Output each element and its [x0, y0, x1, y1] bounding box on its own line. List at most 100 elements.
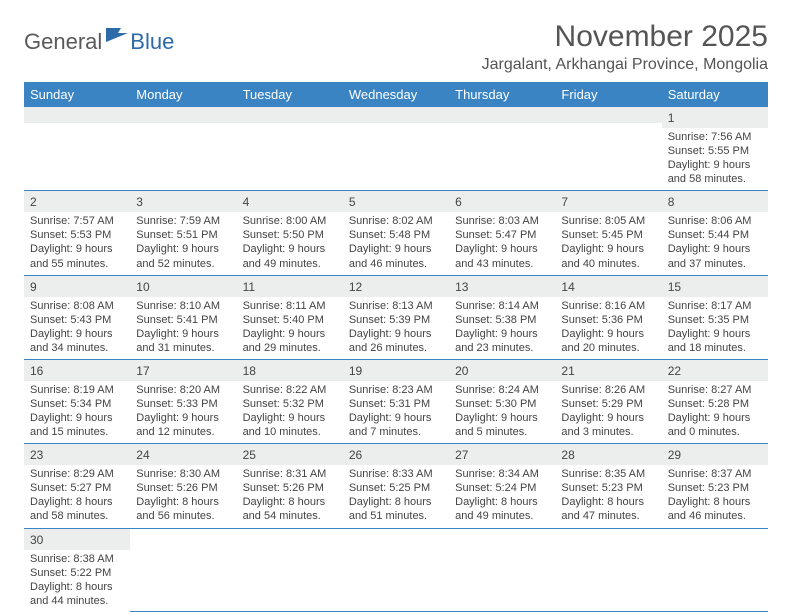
weekday-header: Thursday — [449, 82, 555, 107]
day-details: Sunrise: 8:38 AMSunset: 5:22 PMDaylight:… — [24, 550, 130, 612]
day-number: 21 — [561, 364, 574, 378]
sunrise-text: Sunrise: 8:14 AM — [455, 299, 549, 313]
sunset-text: Sunset: 5:38 PM — [455, 313, 549, 327]
daylight-line2: and 43 minutes. — [455, 257, 549, 271]
daylight-line1: Daylight: 8 hours — [561, 495, 655, 509]
day-details: Sunrise: 8:33 AMSunset: 5:25 PMDaylight:… — [343, 465, 449, 527]
day-number-bar: 14 — [555, 276, 661, 297]
sunset-text: Sunset: 5:36 PM — [561, 313, 655, 327]
day-number: 2 — [30, 195, 37, 209]
daylight-line1: Daylight: 9 hours — [136, 327, 230, 341]
sunrise-text: Sunrise: 8:08 AM — [30, 299, 124, 313]
calendar-day-cell: 29Sunrise: 8:37 AMSunset: 5:23 PMDayligh… — [662, 444, 768, 528]
day-number-bar-empty — [555, 529, 661, 545]
calendar-day-cell: 19 Sunrise: 8:23 AMSunset: 5:31 PMDayligh… — [343, 359, 449, 443]
day-number: 12 — [349, 280, 362, 294]
daylight-line1: Daylight: 8 hours — [455, 495, 549, 509]
daylight-line2: and 51 minutes. — [349, 509, 443, 523]
day-number: 3 — [136, 195, 143, 209]
daylight-line2: and 26 minutes. — [349, 341, 443, 355]
sunrise-text: Sunrise: 8:00 AM — [243, 214, 337, 228]
daylight-line1: Daylight: 9 hours — [455, 327, 549, 341]
day-number: 16 — [30, 364, 43, 378]
day-number: 19 — [349, 364, 362, 378]
sunset-text: Sunset: 5:23 PM — [561, 481, 655, 495]
weekday-header: Monday — [130, 82, 236, 107]
daylight-line2: and 55 minutes. — [30, 257, 124, 271]
logo-text-general: General — [24, 29, 102, 55]
day-number: 22 — [668, 364, 681, 378]
day-details: Sunrise: 8:29 AMSunset: 5:27 PMDaylight:… — [24, 465, 130, 527]
day-details: Sunrise: 8:08 AMSunset: 5:43 PMDaylight:… — [24, 297, 130, 359]
sunrise-text: Sunrise: 8:29 AM — [30, 467, 124, 481]
day-number-bar: 16 — [24, 360, 130, 381]
day-number-bar: 3 — [130, 191, 236, 212]
sunrise-text: Sunrise: 8:10 AM — [136, 299, 230, 313]
sunrise-text: Sunrise: 8:05 AM — [561, 214, 655, 228]
daylight-line1: Daylight: 9 hours — [136, 411, 230, 425]
day-number: 23 — [30, 448, 43, 462]
day-details: Sunrise: 8:00 AMSunset: 5:50 PMDaylight:… — [237, 212, 343, 274]
sunset-text: Sunset: 5:43 PM — [30, 313, 124, 327]
daylight-line1: Daylight: 9 hours — [668, 327, 762, 341]
daylight-line2: and 56 minutes. — [136, 509, 230, 523]
day-number-bar: 26 — [343, 444, 449, 465]
day-number-bar: 19 — [343, 360, 449, 381]
day-number: 13 — [455, 280, 468, 294]
calendar-day-cell: 15Sunrise: 8:17 AMSunset: 5:35 PMDayligh… — [662, 275, 768, 359]
day-details: Sunrise: 8:13 AMSunset: 5:39 PMDaylight:… — [343, 297, 449, 359]
day-number: 25 — [243, 448, 256, 462]
sunrise-text: Sunrise: 8:20 AM — [136, 383, 230, 397]
sunset-text: Sunset: 5:34 PM — [30, 397, 124, 411]
day-number-bar-empty — [24, 107, 130, 123]
daylight-line1: Daylight: 8 hours — [668, 495, 762, 509]
day-details: Sunrise: 8:22 AMSunset: 5:32 PMDaylight:… — [237, 381, 343, 443]
day-details: Sunrise: 8:03 AMSunset: 5:47 PMDaylight:… — [449, 212, 555, 274]
sunset-text: Sunset: 5:22 PM — [30, 566, 124, 580]
day-number-bar: 17 — [130, 360, 236, 381]
sunrise-text: Sunrise: 8:02 AM — [349, 214, 443, 228]
daylight-line1: Daylight: 9 hours — [243, 327, 337, 341]
daylight-line1: Daylight: 9 hours — [349, 411, 443, 425]
daylight-line2: and 47 minutes. — [561, 509, 655, 523]
calendar-day-cell — [237, 528, 343, 612]
day-number-bar-empty — [237, 529, 343, 545]
calendar-day-cell: 1Sunrise: 7:56 AMSunset: 5:55 PMDaylight… — [662, 107, 768, 191]
day-number: 26 — [349, 448, 362, 462]
daylight-line1: Daylight: 9 hours — [561, 242, 655, 256]
sunset-text: Sunset: 5:23 PM — [668, 481, 762, 495]
day-number-bar: 18 — [237, 360, 343, 381]
daylight-line2: and 44 minutes. — [30, 594, 124, 608]
day-details: Sunrise: 8:06 AMSunset: 5:44 PMDaylight:… — [662, 212, 768, 274]
sunset-text: Sunset: 5:48 PM — [349, 228, 443, 242]
day-number-bar-empty — [449, 529, 555, 545]
calendar-day-cell: 27Sunrise: 8:34 AMSunset: 5:24 PMDayligh… — [449, 444, 555, 528]
daylight-line2: and 23 minutes. — [455, 341, 549, 355]
sunset-text: Sunset: 5:30 PM — [455, 397, 549, 411]
day-details: Sunrise: 7:59 AMSunset: 5:51 PMDaylight:… — [130, 212, 236, 274]
day-number: 10 — [136, 280, 149, 294]
day-number-bar: 28 — [555, 444, 661, 465]
day-number-bar: 11 — [237, 276, 343, 297]
day-number-bar: 13 — [449, 276, 555, 297]
daylight-line1: Daylight: 9 hours — [455, 411, 549, 425]
daylight-line1: Daylight: 9 hours — [30, 327, 124, 341]
sunrise-text: Sunrise: 8:22 AM — [243, 383, 337, 397]
calendar-day-cell: 25Sunrise: 8:31 AMSunset: 5:26 PMDayligh… — [237, 444, 343, 528]
calendar-day-cell: 14Sunrise: 8:16 AMSunset: 5:36 PMDayligh… — [555, 275, 661, 359]
day-number-bar-empty — [555, 107, 661, 123]
sunrise-text: Sunrise: 8:23 AM — [349, 383, 443, 397]
daylight-line1: Daylight: 9 hours — [349, 327, 443, 341]
day-details: Sunrise: 8:35 AMSunset: 5:23 PMDaylight:… — [555, 465, 661, 527]
calendar-week-row: 1Sunrise: 7:56 AMSunset: 5:55 PMDaylight… — [24, 107, 768, 191]
sunset-text: Sunset: 5:27 PM — [30, 481, 124, 495]
calendar-day-cell: 11Sunrise: 8:11 AMSunset: 5:40 PMDayligh… — [237, 275, 343, 359]
calendar-day-cell — [343, 528, 449, 612]
calendar-day-cell: 23 Sunrise: 8:29 AMSunset: 5:27 PMDayligh… — [24, 444, 130, 528]
daylight-line1: Daylight: 9 hours — [561, 411, 655, 425]
sunset-text: Sunset: 5:31 PM — [349, 397, 443, 411]
sunset-text: Sunset: 5:55 PM — [668, 144, 762, 158]
day-number-bar-empty — [130, 107, 236, 123]
sunrise-text: Sunrise: 8:27 AM — [668, 383, 762, 397]
daylight-line2: and 31 minutes. — [136, 341, 230, 355]
